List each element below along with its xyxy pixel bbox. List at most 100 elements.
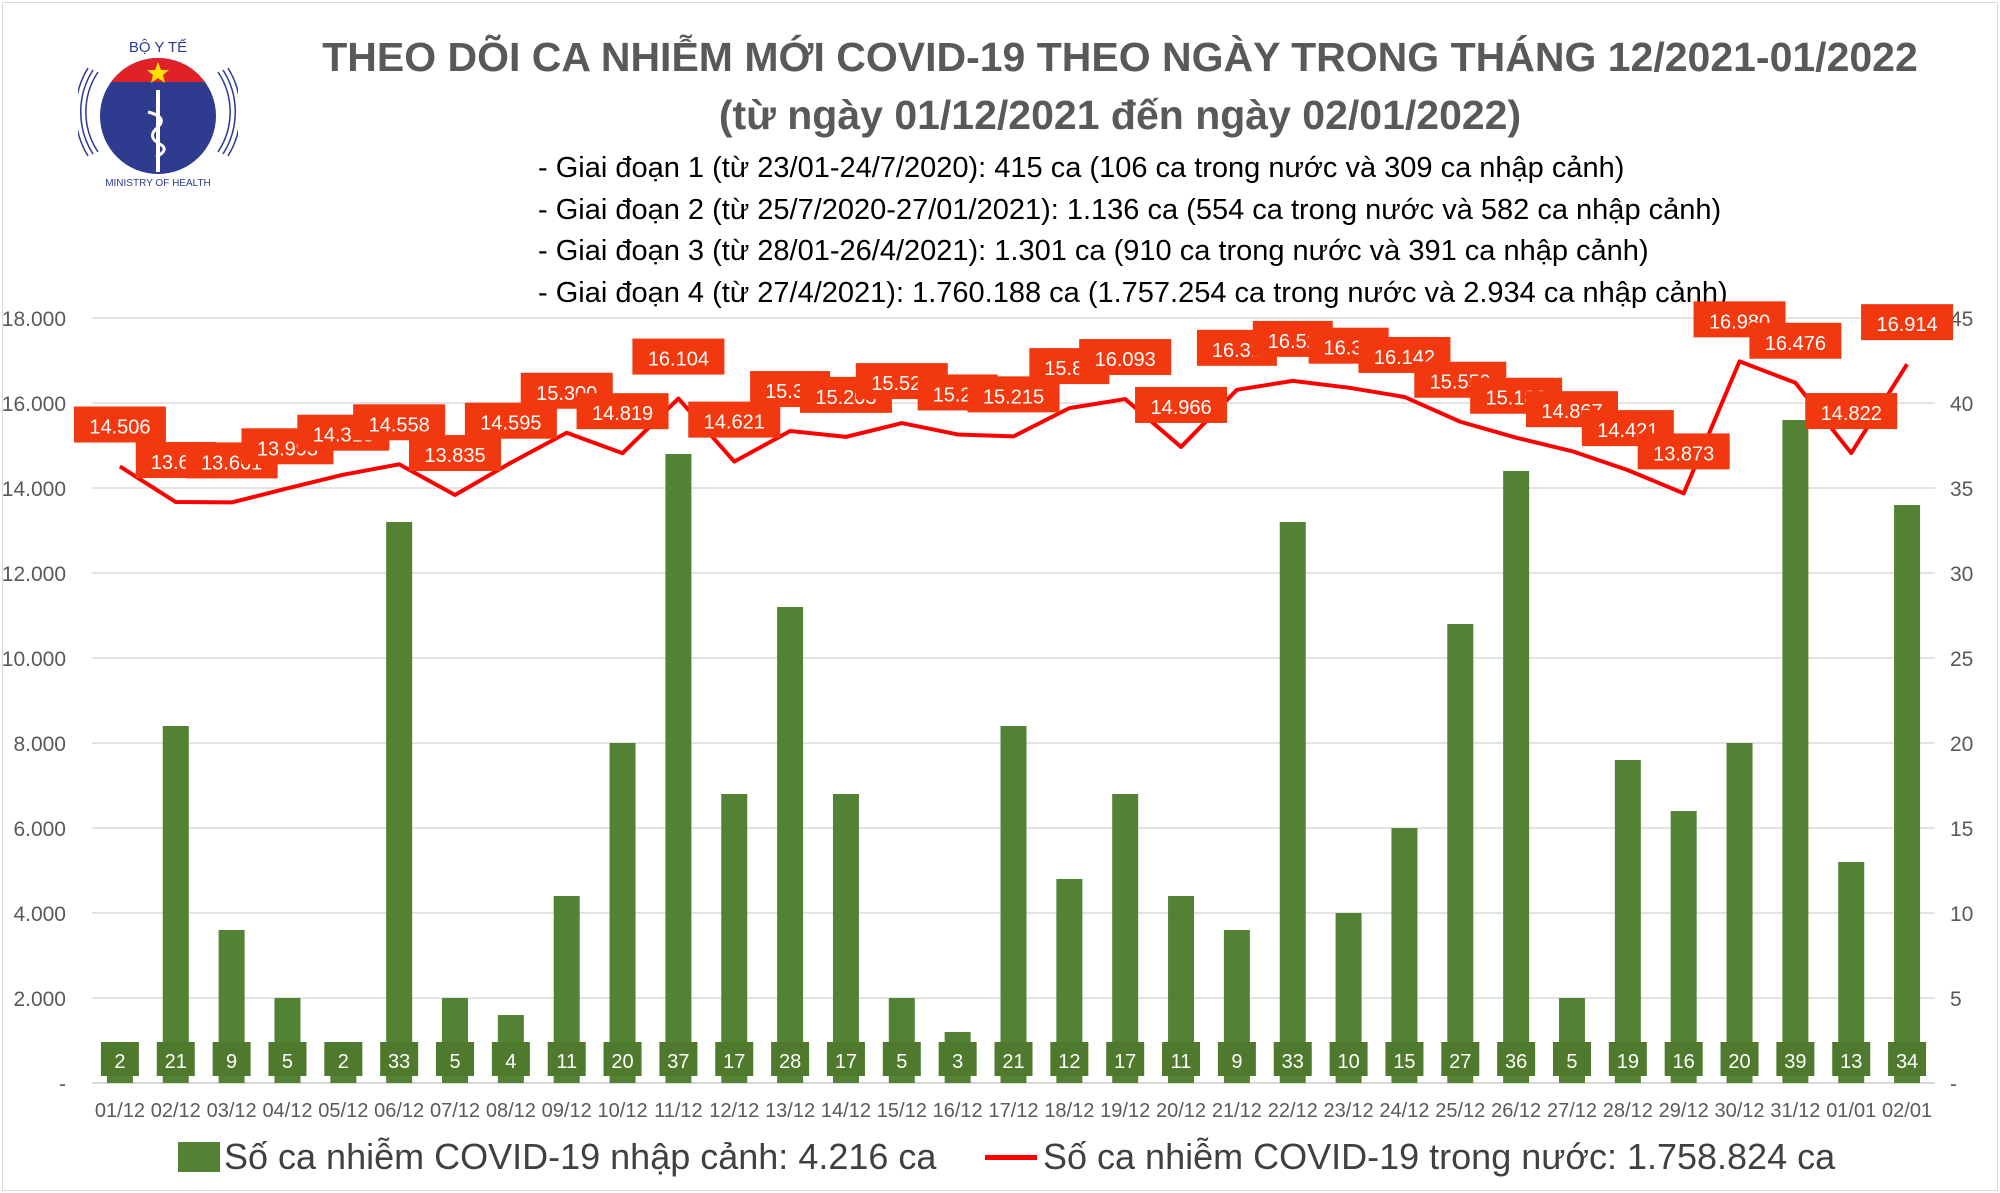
- bar-data-label: 33: [1282, 1051, 1304, 1073]
- bar-data-label: 39: [1784, 1051, 1806, 1073]
- bar: [162, 726, 189, 1083]
- bar-data-label: 20: [611, 1051, 633, 1073]
- phase-notes: - Giai đoạn 1 (từ 23/01-24/7/2020): 415 …: [538, 148, 1728, 314]
- bar-label-box: [156, 1042, 195, 1076]
- bar-data-label: 17: [723, 1051, 745, 1073]
- x-axis-tick: 02/01: [1882, 1100, 1932, 1122]
- bar-label-box: [1552, 1042, 1591, 1076]
- left-axis-tick: 18.000: [2, 308, 66, 331]
- bar-data-label: 21: [165, 1051, 187, 1073]
- ministry-of-health-logo: BỘ Y TẾ MINISTRY OF HEALTH: [74, 32, 242, 197]
- line-data-label: 14.621: [704, 412, 765, 434]
- bar: [386, 522, 413, 1083]
- bar-label-box: [1608, 1042, 1647, 1076]
- phase-note: - Giai đoạn 3 (từ 28/01-26/4/2021): 1.30…: [538, 235, 1649, 267]
- line-data-label: 14.822: [1821, 403, 1882, 425]
- bar-data-label: 13: [1840, 1051, 1862, 1073]
- left-axis-tick: 6.000: [13, 818, 66, 841]
- x-axis-tick: 22/12: [1268, 1100, 1318, 1122]
- line-data-label: 14.558: [369, 414, 430, 436]
- x-axis-tick: 01/01: [1826, 1100, 1876, 1122]
- line-label-box: [1749, 322, 1842, 359]
- line-data-label: 16.476: [1765, 333, 1826, 355]
- bar-label-box: [380, 1042, 419, 1076]
- bar-data-label: 2: [114, 1051, 125, 1073]
- x-axis-tick: 27/12: [1547, 1100, 1597, 1122]
- bar-data-label: 10: [1337, 1051, 1359, 1073]
- bar-label-box: [1273, 1042, 1312, 1076]
- left-axis-tick: -: [59, 1073, 66, 1096]
- bar-label-box: [659, 1042, 698, 1076]
- bar-label-box: [436, 1042, 475, 1076]
- line-label-box: [353, 404, 446, 441]
- line-data-label: 16.093: [1095, 349, 1156, 371]
- bar-data-label: 27: [1449, 1051, 1471, 1073]
- x-axis-tick: 03/12: [207, 1100, 257, 1122]
- right-axis-tick: 25: [1950, 648, 1973, 671]
- legend-label-domestic: Số ca nhiễm COVID-19 trong nước: 1.758.8…: [1043, 1136, 1836, 1177]
- bar: [777, 607, 804, 1083]
- bar-label-box: [715, 1042, 754, 1076]
- bar-data-label: 4: [505, 1051, 516, 1073]
- bar-data-label: 11: [556, 1051, 577, 1073]
- bar-data-label: 5: [449, 1051, 460, 1073]
- line-label-box: [576, 393, 669, 430]
- bar: [1503, 471, 1530, 1083]
- x-axis-tick: 21/12: [1212, 1100, 1262, 1122]
- bar: [1000, 726, 1027, 1083]
- line-data-label: 14.506: [89, 416, 150, 438]
- line-label-box: [1637, 433, 1730, 470]
- x-axis-tick: 17/12: [988, 1100, 1038, 1122]
- x-axis-tick: 09/12: [542, 1100, 592, 1122]
- legend-bar-swatch: [178, 1142, 220, 1172]
- left-axis-tick: 14.000: [2, 478, 66, 501]
- bar: [1894, 505, 1921, 1083]
- bar-label-box: [1441, 1042, 1480, 1076]
- bar: [1614, 760, 1641, 1083]
- left-axis-tick: 4.000: [13, 903, 66, 926]
- bar-label-box: [1329, 1042, 1368, 1076]
- bar-label-box: [1217, 1042, 1256, 1076]
- x-axis-tick: 15/12: [877, 1100, 927, 1122]
- x-axis-tick: 31/12: [1770, 1100, 1820, 1122]
- right-axis-tick: 5: [1950, 988, 1962, 1011]
- x-axis-tick: 16/12: [933, 1100, 983, 1122]
- bar: [1279, 522, 1306, 1083]
- right-axis-tick: -: [1950, 1073, 1957, 1096]
- line-label-box: [688, 401, 781, 438]
- bar-data-label: 15: [1393, 1051, 1415, 1073]
- bar-data-label: 2: [338, 1051, 349, 1073]
- legend-line-swatch: [985, 1154, 1037, 1160]
- bar-label-box: [1106, 1042, 1145, 1076]
- bar-label-box: [771, 1042, 810, 1076]
- bar-data-label: 28: [779, 1051, 801, 1073]
- domestic-cases-line: [118, 359, 1909, 505]
- bar: [1670, 811, 1697, 1083]
- bar-data-label: 21: [1002, 1051, 1024, 1073]
- phase-note: - Giai đoạn 2 (từ 25/7/2020-27/01/2021):…: [538, 193, 1722, 226]
- right-axis-tick: 35: [1950, 478, 1973, 501]
- line-label-box: [1135, 386, 1228, 423]
- line-data-label: 16.52: [1268, 331, 1318, 353]
- bar-data-label: 36: [1505, 1051, 1527, 1073]
- right-axis-tick: 15: [1950, 818, 1973, 841]
- bar-data-label: 11: [1171, 1051, 1192, 1073]
- line-label-box: [632, 338, 725, 375]
- bar-label-box: [1497, 1042, 1536, 1076]
- line-label-box: [1079, 339, 1172, 376]
- bar-label-box: [1832, 1042, 1871, 1076]
- chart-title: THEO DÕI CA NHIỄM MỚI COVID-19 THEO NGÀY…: [322, 34, 1918, 80]
- left-axis-tick: 12.000: [2, 563, 66, 586]
- x-axis-tick: 18/12: [1044, 1100, 1094, 1122]
- bar-data-label: 34: [1896, 1051, 1918, 1073]
- x-axis-tick: 04/12: [262, 1100, 312, 1122]
- bar: [609, 743, 636, 1083]
- bar: [721, 794, 748, 1083]
- x-axis-tick: 01/12: [95, 1100, 145, 1122]
- bar: [1112, 794, 1139, 1083]
- phase-note: - Giai đoạn 4 (từ 27/4/2021): 1.760.188 …: [538, 276, 1728, 309]
- right-axis-tick: 10: [1950, 903, 1973, 926]
- bar-label-box: [212, 1042, 251, 1076]
- line-data-label: 13.873: [1653, 443, 1714, 465]
